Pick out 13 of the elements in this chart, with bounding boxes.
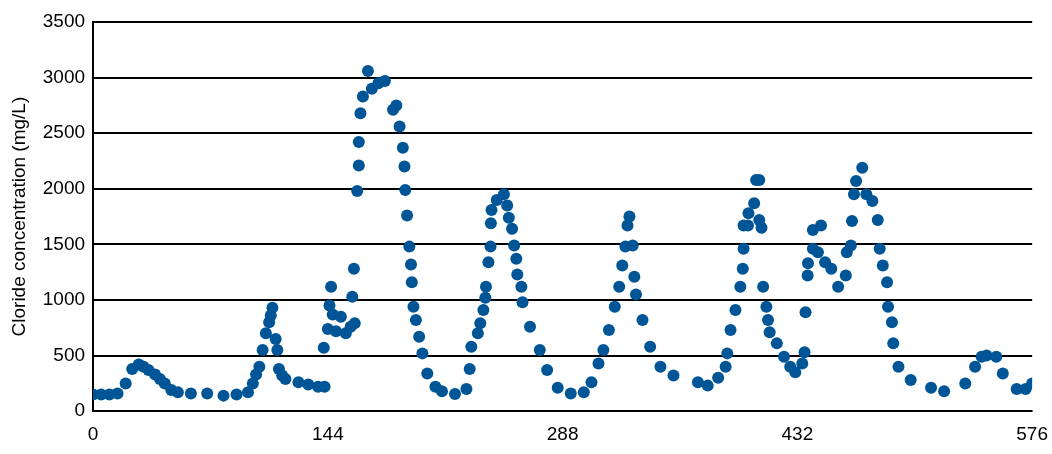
y-axis-title: Cloride concentration (mg/L): [7, 96, 29, 337]
x-tick-label: 576: [1016, 422, 1048, 444]
y-tick-label: 1500: [42, 232, 86, 254]
x-tick-label: 288: [546, 422, 579, 444]
y-tick-label: 1000: [42, 288, 86, 310]
y-tick-label: 3500: [42, 10, 86, 32]
x-tick-label: 144: [311, 422, 345, 444]
y-tick-label: 0: [74, 399, 86, 421]
y-tick-label: 500: [53, 343, 86, 365]
x-tick-label: 432: [781, 422, 814, 444]
y-tick-label: 2000: [42, 177, 86, 199]
y-tick-label: 3000: [42, 65, 86, 87]
y-tick-label: 2500: [42, 121, 86, 143]
